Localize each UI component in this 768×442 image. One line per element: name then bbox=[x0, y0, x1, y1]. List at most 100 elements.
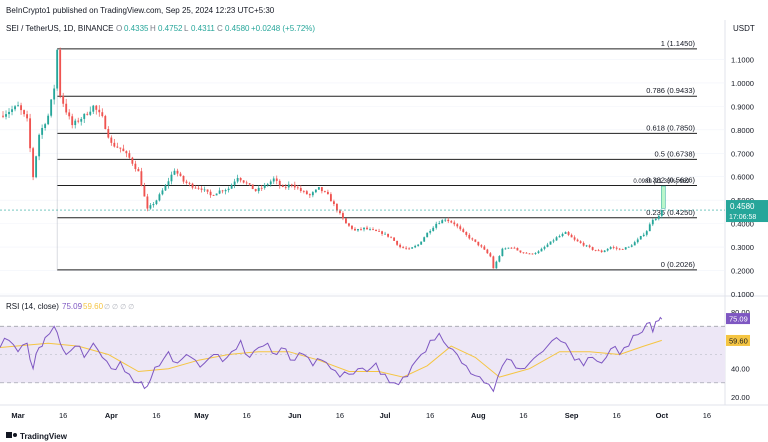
candle-body bbox=[639, 236, 642, 240]
candle-body bbox=[35, 156, 38, 178]
fibonacci-retracement[interactable]: 1 (1.1450) 0.786 (0.9433) 0.618 (0.7850) 0.… bbox=[56, 39, 697, 271]
rsi-title[interactable]: RSI (14, close) bbox=[6, 302, 59, 311]
currency-label: USDT bbox=[733, 24, 755, 33]
candle-body bbox=[221, 190, 224, 192]
candle-body bbox=[314, 189, 317, 193]
time-tick-label: 16 bbox=[336, 411, 344, 420]
candle-body bbox=[552, 240, 555, 242]
candle-body bbox=[498, 256, 501, 262]
candle-body bbox=[468, 234, 471, 239]
candle-body bbox=[122, 148, 125, 152]
candle-body bbox=[417, 244, 420, 246]
tradingview-logo: TradingView bbox=[6, 432, 68, 441]
candle-body bbox=[435, 223, 438, 228]
candle-body bbox=[98, 109, 101, 113]
candle-body bbox=[519, 250, 522, 253]
candle-body bbox=[269, 181, 272, 185]
candle-body bbox=[194, 187, 197, 189]
candle-body bbox=[113, 142, 116, 147]
tradingview-brand: TradingView bbox=[20, 432, 68, 441]
candle-body bbox=[257, 187, 260, 192]
candle-body bbox=[612, 247, 615, 248]
candle-body bbox=[149, 205, 152, 209]
candle-body bbox=[396, 240, 399, 245]
candle-body bbox=[125, 151, 128, 154]
candle-body bbox=[8, 111, 10, 115]
rsi-ma-value: 59.60 bbox=[83, 302, 104, 311]
candle-body bbox=[510, 247, 513, 249]
candle-body bbox=[335, 203, 338, 211]
price-tick-label: 0.2000 bbox=[731, 267, 754, 276]
candle-body bbox=[441, 220, 444, 224]
candle-body bbox=[393, 237, 396, 241]
candle-body bbox=[345, 218, 347, 224]
candle-body bbox=[179, 173, 182, 176]
candle-body bbox=[588, 245, 591, 248]
fib-level-label: 0.236 (0.4250) bbox=[646, 208, 695, 217]
candle-body bbox=[615, 247, 618, 249]
candle-body bbox=[2, 115, 4, 117]
symbol-title[interactable]: SEI / TetherUS, 1D, BINANCE bbox=[6, 24, 113, 33]
ohlc-close-label: C bbox=[217, 24, 223, 33]
candle-body bbox=[513, 247, 516, 249]
candle-body bbox=[504, 248, 507, 250]
candle-body bbox=[660, 210, 663, 216]
rsi-tick-label: 80.00 bbox=[731, 308, 750, 317]
candle-body bbox=[465, 232, 468, 235]
time-tick-label: 16 bbox=[613, 411, 621, 420]
measure-label: 0.0989 (21.33%) 989 bbox=[633, 179, 690, 185]
last-price-badge[interactable] bbox=[726, 200, 768, 223]
candle-body bbox=[50, 99, 53, 116]
candle-body bbox=[71, 116, 74, 126]
measure-range bbox=[661, 185, 666, 209]
time-tick-label: Aug bbox=[471, 411, 486, 420]
candle-body bbox=[549, 241, 552, 245]
candle-body bbox=[576, 239, 579, 242]
candle-body bbox=[420, 241, 423, 245]
candle-body bbox=[59, 49, 62, 96]
candle-body bbox=[627, 246, 630, 248]
candle-body bbox=[32, 148, 35, 178]
candle-body bbox=[405, 247, 408, 249]
candle-body bbox=[459, 226, 462, 230]
price-tick-label: 0.8000 bbox=[731, 126, 754, 135]
candle-body bbox=[188, 182, 191, 184]
candle-body bbox=[525, 252, 528, 254]
candle-body bbox=[375, 229, 377, 231]
candle-body bbox=[23, 110, 25, 115]
candle-body bbox=[290, 184, 293, 186]
candle-body bbox=[155, 200, 158, 205]
candle-body bbox=[516, 248, 519, 251]
candle-body bbox=[5, 114, 7, 117]
rsi-tick-label: 40.00 bbox=[731, 365, 750, 374]
price-tick-label: 1.1000 bbox=[731, 55, 754, 64]
candle-body bbox=[239, 177, 242, 181]
candle-body bbox=[570, 234, 573, 238]
candle-body bbox=[74, 120, 77, 126]
candle-body bbox=[555, 237, 558, 241]
candle-body bbox=[14, 106, 16, 110]
rsi-axis[interactable]: 80.00 40.00 20.00 bbox=[731, 308, 750, 402]
candle-body bbox=[119, 147, 122, 149]
candle-body bbox=[609, 247, 612, 249]
candle-body bbox=[26, 114, 29, 119]
candle-body bbox=[329, 194, 332, 202]
candle-body bbox=[317, 187, 320, 190]
candle-body bbox=[182, 175, 185, 182]
candle-body bbox=[143, 185, 146, 197]
ohlc-change: +0.0248 (+5.72%) bbox=[251, 24, 315, 33]
candle-body bbox=[585, 245, 588, 247]
rsi-value: 75.09 bbox=[62, 302, 83, 311]
measure-tool[interactable]: 0.0989 (21.33%) 989 bbox=[633, 179, 690, 209]
candle-body bbox=[230, 184, 233, 189]
price-tick-label: 0.7000 bbox=[731, 149, 754, 158]
rsi-value-badge-text: 75.09 bbox=[729, 315, 748, 324]
candle-body bbox=[140, 171, 143, 186]
candle-body bbox=[534, 253, 537, 254]
candle-body bbox=[266, 184, 269, 186]
time-axis[interactable]: Mar 16 Apr 16 May 16 Jun 16 Jul 16 Aug 16 Sep 16 Oct 16 bbox=[11, 411, 711, 420]
candle-body bbox=[260, 187, 263, 189]
ohlc-low: 0.4311 bbox=[191, 24, 215, 33]
rsi-legend-placeholders: ∅ ∅ ∅ ∅ bbox=[104, 304, 134, 311]
